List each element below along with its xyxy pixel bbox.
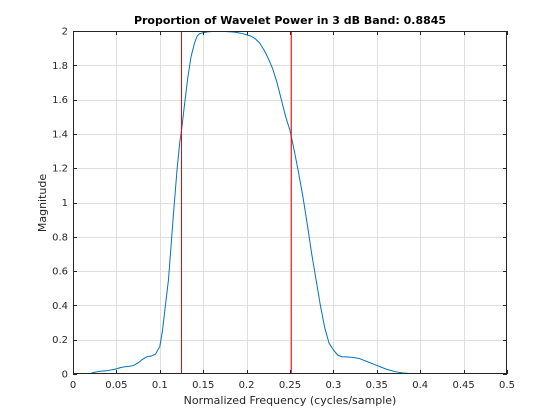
y-tick-label: 0.6 — [52, 267, 68, 278]
x-tick-label: 0.15 — [192, 380, 214, 391]
y-tick-label: 1.8 — [52, 61, 68, 72]
y-tick-label: 0.4 — [52, 301, 68, 312]
x-axis-label: Normalized Frequency (cycles/sample) — [184, 394, 397, 407]
y-tick-label: 0 — [62, 370, 68, 381]
x-tick-label: 0.2 — [239, 380, 255, 391]
y-tick-label: 1.6 — [52, 95, 68, 106]
x-tick-label: 0 — [70, 380, 76, 391]
y-tick-label: 1 — [62, 198, 68, 209]
x-tick-label: 0.05 — [105, 380, 127, 391]
y-tick-label: 1.2 — [52, 164, 68, 175]
grid — [73, 31, 507, 374]
x-tick-label: 0.3 — [325, 380, 341, 391]
y-tick-label: 2 — [62, 27, 68, 38]
y-axis-label: Magnitude — [36, 174, 49, 233]
x-tick-label: 0.1 — [152, 380, 168, 391]
y-tick-label: 0.2 — [52, 335, 68, 346]
series-line-1 — [73, 31, 507, 374]
x-tick-label: 0.25 — [279, 380, 301, 391]
x-tick-label: 0.45 — [452, 380, 474, 391]
y-tick-label: 0.8 — [52, 232, 68, 243]
x-tick-label: 0.35 — [366, 380, 388, 391]
chart-title: Proportion of Wavelet Power in 3 dB Band… — [134, 14, 446, 27]
y-tick-label: 1.4 — [52, 129, 68, 140]
x-tick-label: 0.5 — [499, 380, 515, 391]
x-tick-label: 0.4 — [412, 380, 428, 391]
